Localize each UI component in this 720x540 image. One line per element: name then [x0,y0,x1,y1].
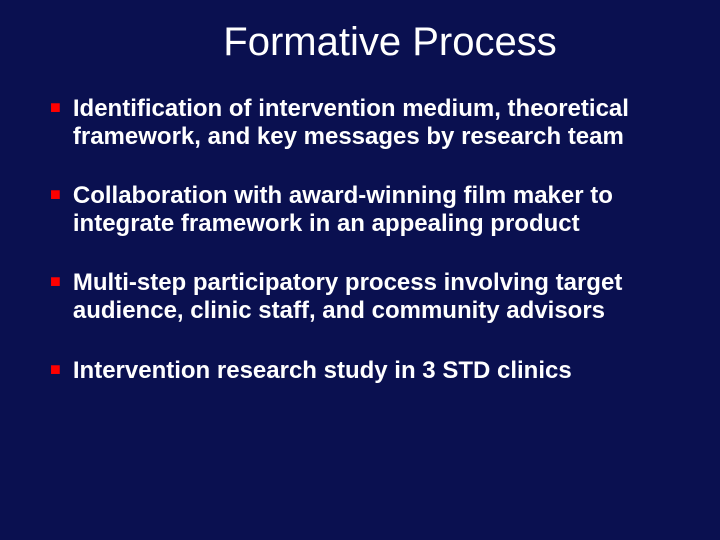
bullet-icon: ■ [50,272,61,292]
list-item: ■ Multi-step participatory process invol… [50,269,670,324]
bullet-icon: ■ [50,185,61,205]
bullet-text: Multi-step participatory process involvi… [73,269,670,324]
list-item: ■ Identification of intervention medium,… [50,95,670,150]
bullet-text: Intervention research study in 3 STD cli… [73,357,572,385]
slide-container: Formative Process ■ Identification of in… [0,0,720,436]
bullet-icon: ■ [50,98,61,118]
slide-title: Formative Process [50,20,670,65]
bullet-text: Identification of intervention medium, t… [73,95,670,150]
bullet-list: ■ Identification of intervention medium,… [50,95,670,384]
list-item: ■ Intervention research study in 3 STD c… [50,357,670,385]
bullet-icon: ■ [50,360,61,380]
list-item: ■ Collaboration with award-winning film … [50,182,670,237]
bullet-text: Collaboration with award-winning film ma… [73,182,670,237]
